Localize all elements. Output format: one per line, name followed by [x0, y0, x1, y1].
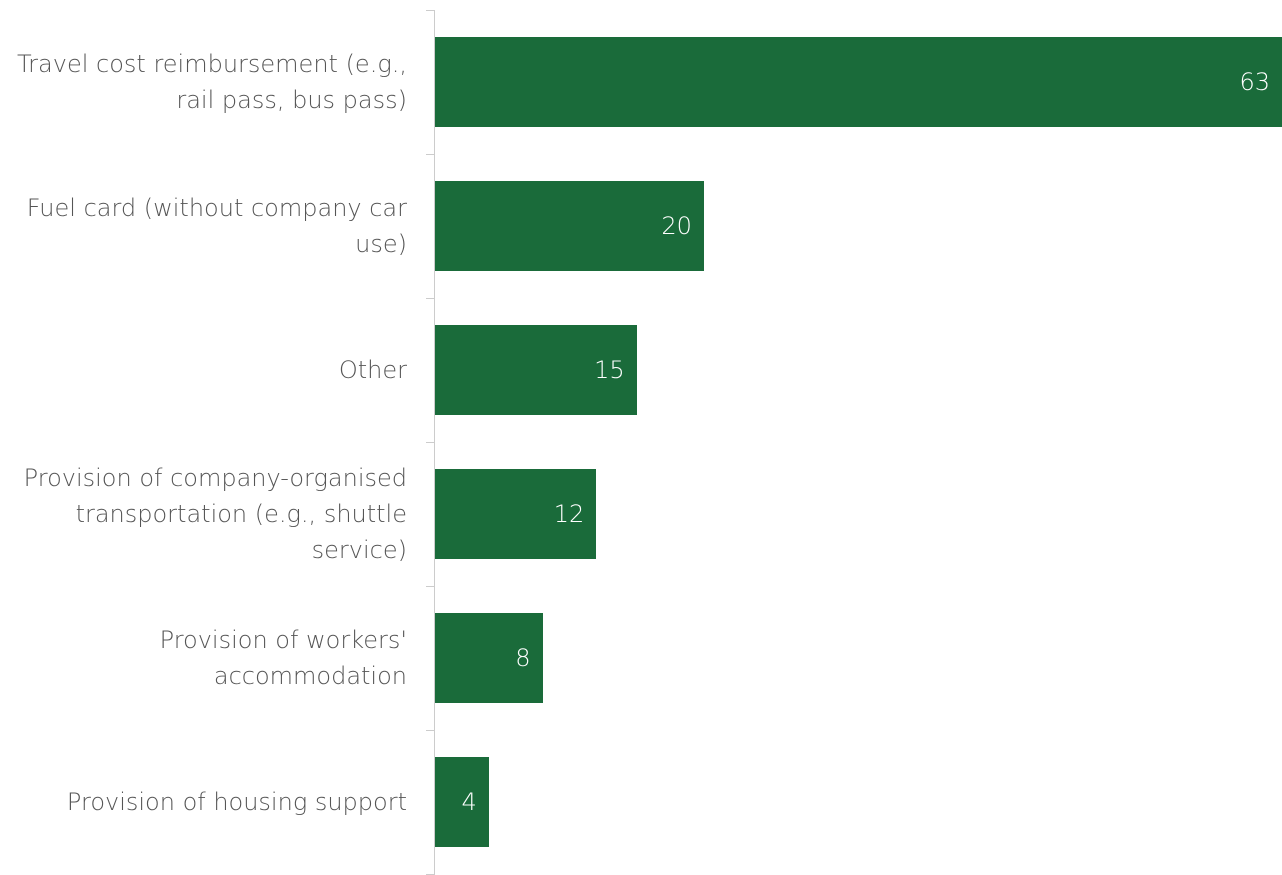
category-tick: [426, 154, 435, 155]
bar: [435, 757, 489, 847]
value-label: 12: [553, 500, 585, 528]
bar: [435, 613, 543, 703]
value-label: 15: [594, 356, 625, 384]
category-tick: [426, 10, 435, 11]
category-label: Provision of company-organised transport…: [23, 464, 407, 564]
value-label: 8: [515, 644, 531, 672]
category-label: Provision of workers' accommodation: [159, 626, 407, 690]
category-tick: [426, 586, 435, 587]
category-label: Provision of housing support: [66, 788, 407, 816]
bar: [435, 37, 1282, 127]
value-label: 4: [461, 788, 477, 816]
bar: [435, 181, 704, 271]
category-tick: [426, 730, 435, 731]
category-tick: [426, 442, 435, 443]
bar: [435, 469, 597, 559]
category-label: Fuel card (without company car use): [26, 194, 407, 258]
category-label: Travel cost reimbursement (e.g., rail pa…: [17, 50, 407, 114]
category-label: Other: [338, 356, 407, 384]
value-label: 63: [1239, 68, 1270, 96]
category-tick: [426, 298, 435, 299]
value-label: 20: [661, 212, 692, 240]
bar: [435, 325, 637, 415]
